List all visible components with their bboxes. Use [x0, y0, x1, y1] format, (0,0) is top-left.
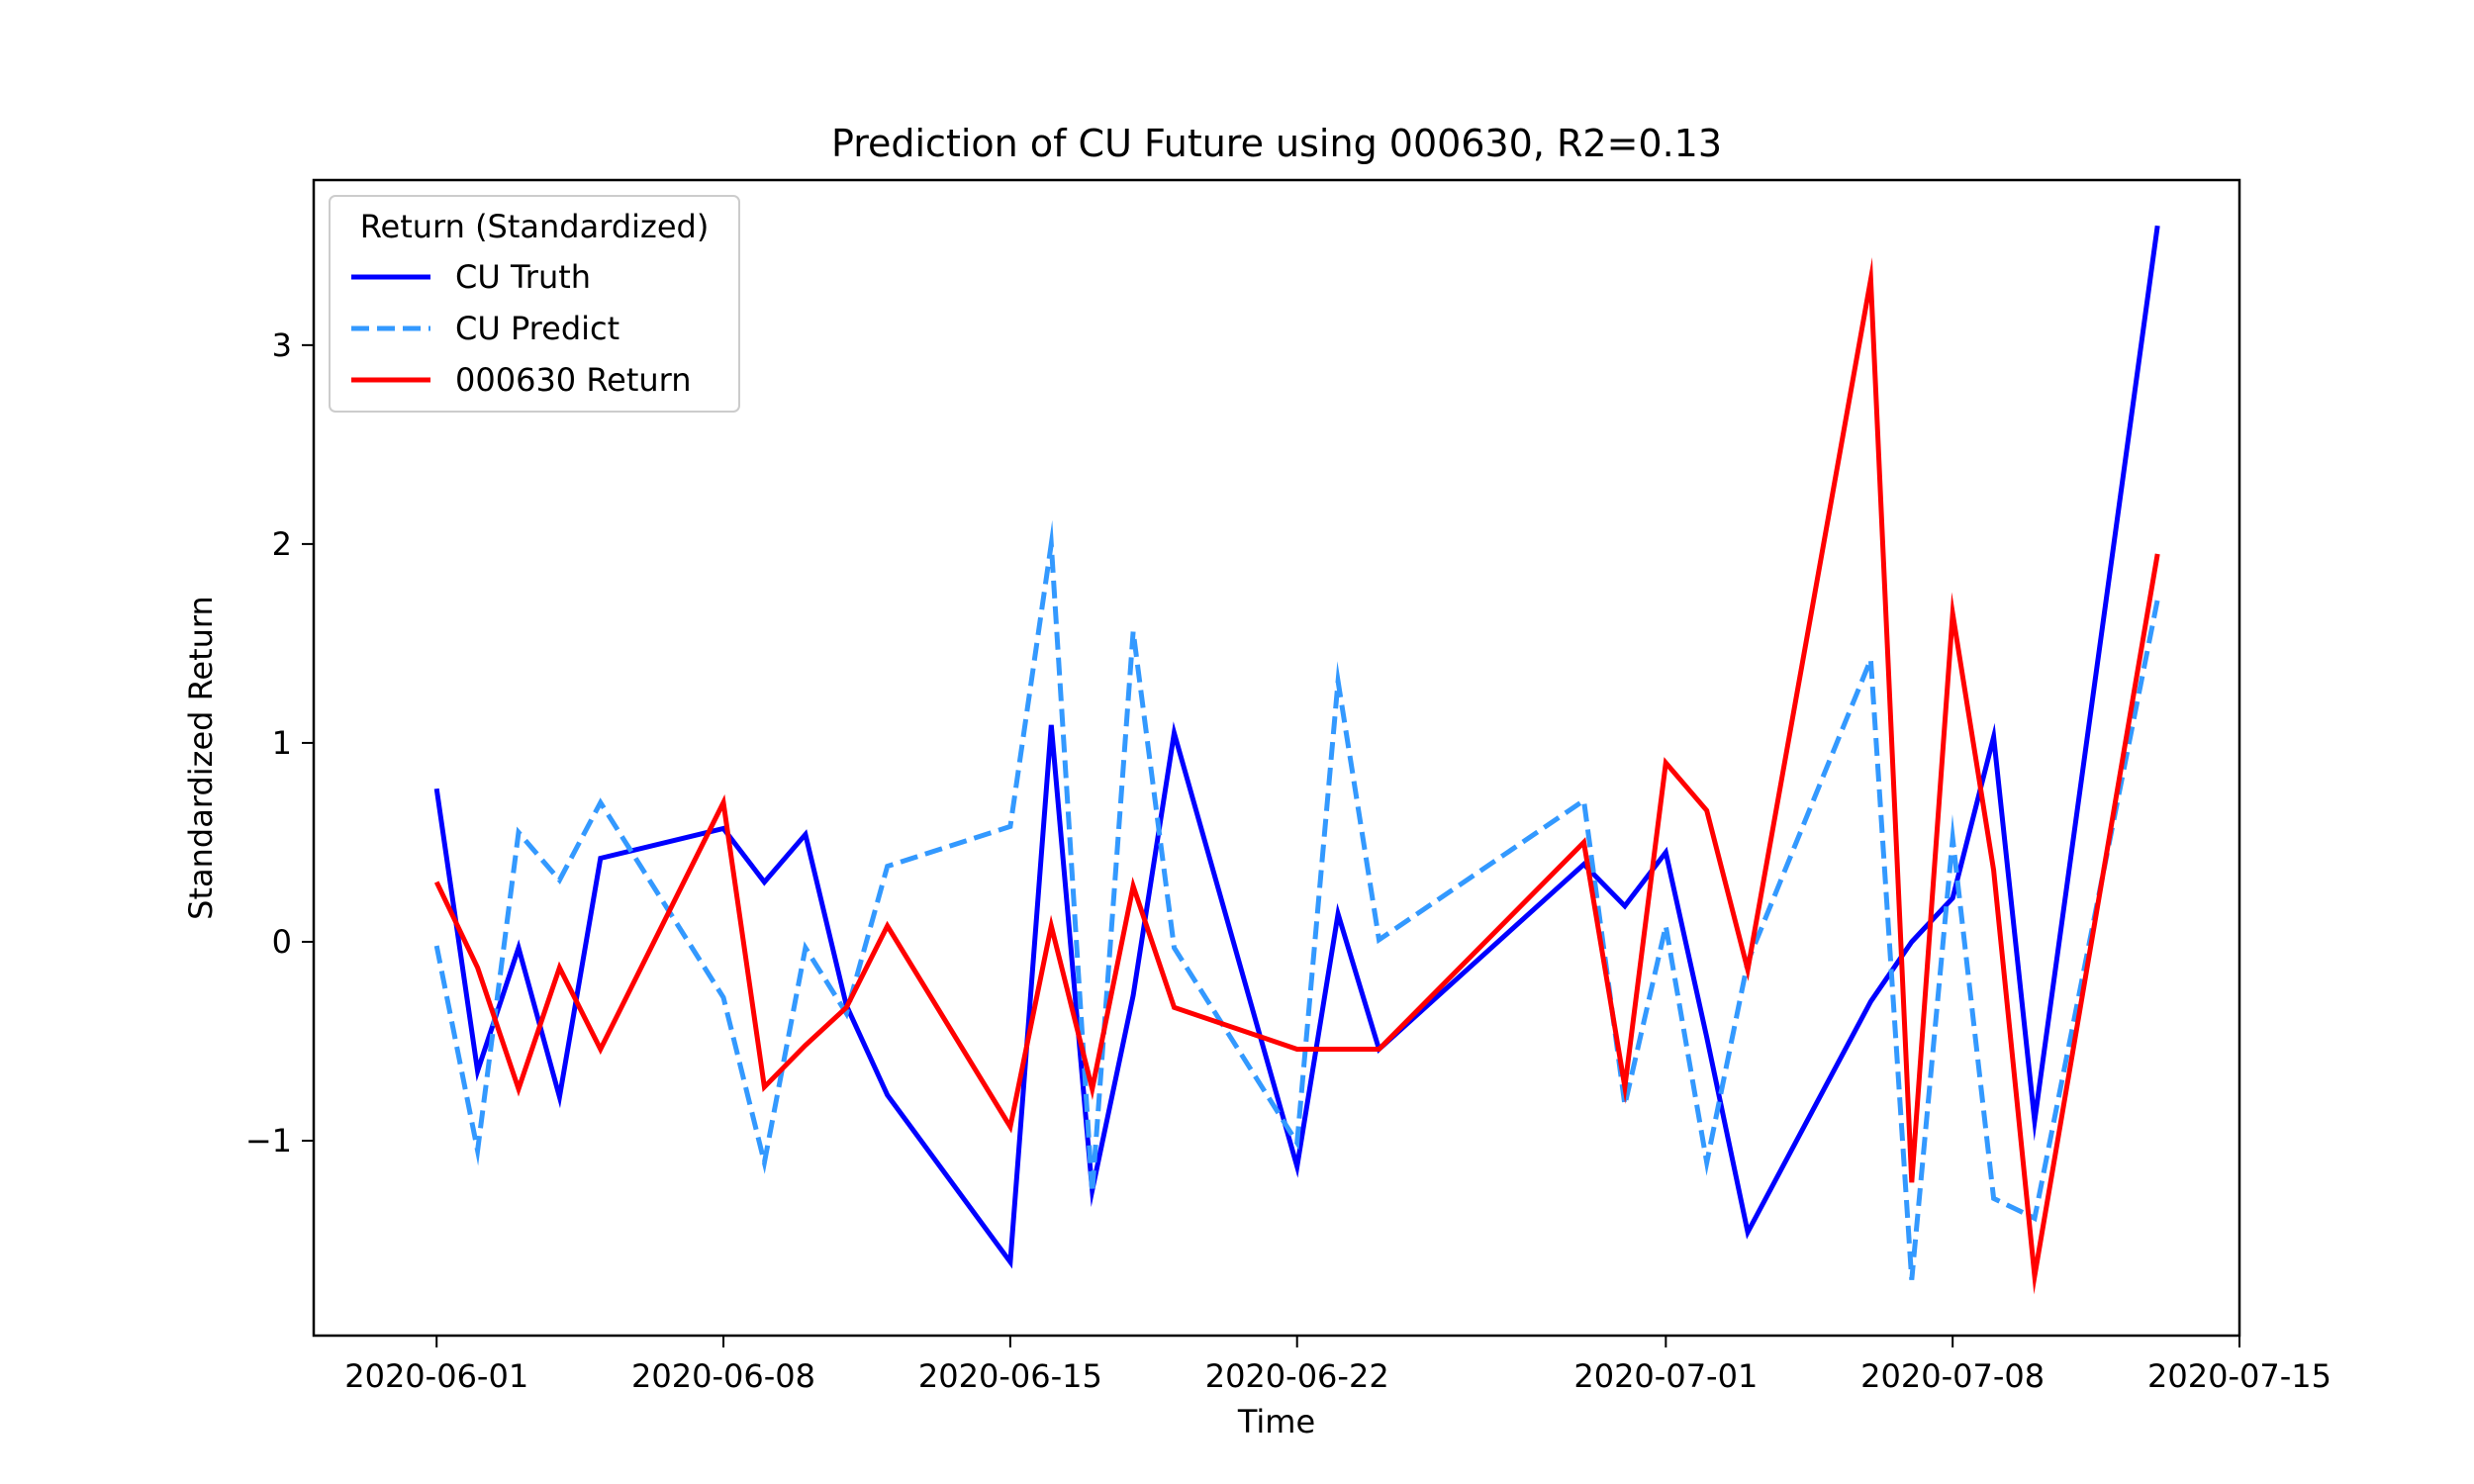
x-axis-label: Time	[1237, 1403, 1315, 1440]
legend-label: CU Truth	[455, 258, 591, 296]
legend-title: Return (Standardized)	[360, 208, 710, 245]
x-tick-label: 2020-06-08	[631, 1357, 815, 1395]
series-1	[433, 519, 2160, 1280]
y-axis: −1 0 1 2 3	[245, 326, 314, 1159]
legend: Return (Standardized) CU Truth CU Predict…	[329, 195, 740, 413]
x-tick-label: 2020-06-15	[918, 1357, 1102, 1395]
series-layer	[433, 225, 2160, 1295]
x-tick-label: 2020-06-22	[1205, 1357, 1389, 1395]
chart-title: Prediction of CU Future using 000630, R2…	[831, 122, 1722, 165]
x-axis: 2020-06-01 2020-06-08 2020-06-15 2020-06-22…	[344, 1336, 2331, 1395]
y-tick-label: 3	[272, 326, 292, 364]
y-tick-label: 1	[272, 724, 292, 762]
legend-label: CU Predict	[455, 310, 619, 347]
series-2	[433, 256, 2160, 1295]
y-tick-label: 0	[272, 923, 292, 961]
x-tick-label: 2020-07-01	[1573, 1357, 1758, 1395]
series-0	[433, 225, 2160, 1269]
y-tick-label: −1	[245, 1122, 292, 1159]
y-tick-label: 2	[272, 525, 292, 563]
x-tick-label: 2020-06-01	[344, 1357, 528, 1395]
legend-box	[329, 195, 740, 413]
legend-label: 000630 Return	[455, 361, 692, 399]
y-axis-label: Standardized Return	[182, 596, 220, 920]
x-tick-label: 2020-07-15	[2147, 1357, 2331, 1395]
x-tick-label: 2020-07-08	[1860, 1357, 2045, 1395]
legend-entries: CU Truth CU Predict 000630 Return	[351, 258, 692, 399]
